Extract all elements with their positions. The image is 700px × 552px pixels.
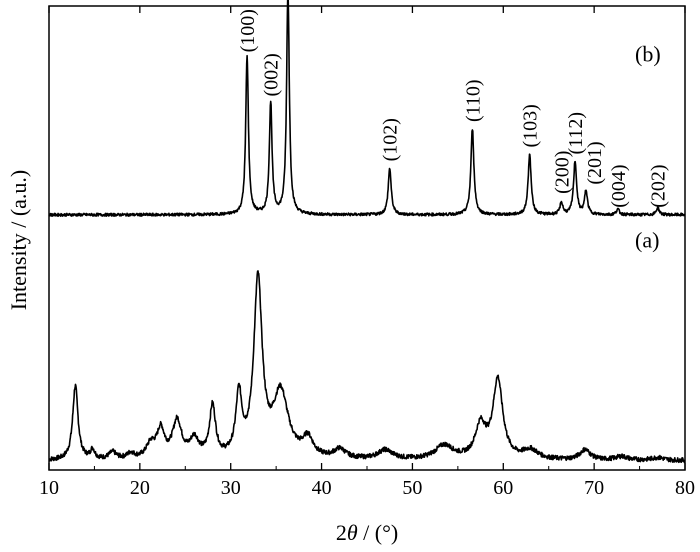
x-tick-label: 30 (221, 477, 241, 499)
y-axis-label: Intensity / (a.u.) (6, 170, 31, 311)
x-tick-label: 40 (312, 477, 332, 499)
peak-annotations: (100)(002)(101)(102)(110)(103)(200)(112)… (237, 9, 670, 208)
peak-annotation: (103) (520, 104, 542, 147)
x-tick-label: 10 (39, 477, 59, 499)
peak-annotation: (200) (551, 151, 573, 194)
x-axis-label: 2θ / (°) (336, 520, 398, 545)
series-label: (b) (635, 42, 661, 67)
plot-frame (48, 5, 686, 471)
x-tick-label: 20 (130, 477, 150, 499)
peak-annotation: (112) (565, 112, 587, 155)
peak-annotation: (102) (380, 118, 402, 161)
peak-annotation: (100) (237, 9, 259, 52)
series-lines (48, 0, 686, 464)
x-tick-label: 50 (402, 477, 422, 499)
peak-annotation: (110) (462, 79, 484, 122)
series-line-b (48, 0, 686, 217)
series-labels: (b) (a) (635, 42, 661, 253)
x-axis: 10 20 30 40 50 60 70 80 (39, 6, 695, 499)
x-tick-label: 80 (675, 477, 695, 499)
x-tick-label: 60 (493, 477, 513, 499)
x-tick-label: 70 (584, 477, 604, 499)
peak-annotation: (201) (584, 141, 606, 184)
series-label: (a) (635, 227, 659, 252)
peak-annotation: (002) (261, 53, 283, 96)
peak-annotation: (004) (608, 164, 630, 207)
peak-annotation: (202) (648, 164, 670, 207)
series-line-a (48, 270, 686, 464)
